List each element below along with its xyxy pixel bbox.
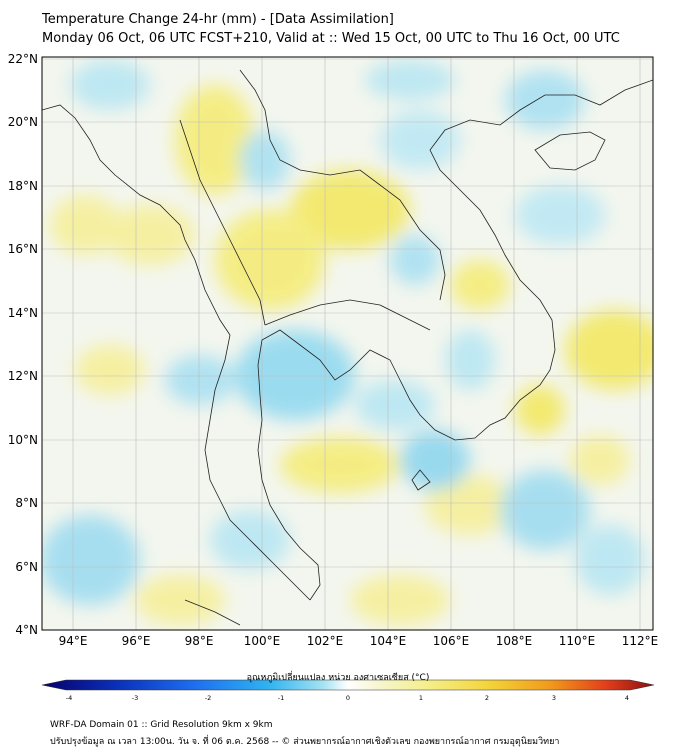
lat-label-8: 8°N xyxy=(15,496,38,510)
footer-credit: ปรับปรุงข้อมูล ณ เวลา 13:00น. วัน จ. ที่… xyxy=(50,737,560,747)
chart-title: Temperature Change 24-hr (mm) - [Data As… xyxy=(42,12,394,27)
lat-label-10: 10°N xyxy=(7,433,38,447)
graticule xyxy=(42,57,653,630)
lon-label-104: 104°E xyxy=(369,634,407,648)
colorbar-tick: 2 xyxy=(484,694,490,702)
lon-label-96: 96°E xyxy=(121,634,151,648)
lon-label-100: 100°E xyxy=(243,634,281,648)
colorbar xyxy=(41,679,655,691)
lat-label-4: 4°N xyxy=(15,623,38,637)
colorbar-tick: -4 xyxy=(65,694,73,702)
chart-subtitle: Monday 06 Oct, 06 UTC FCST+210, Valid at… xyxy=(42,31,620,46)
lon-label-94: 94°E xyxy=(58,634,88,648)
lon-label-112: 112°E xyxy=(621,634,659,648)
lon-label-110: 110°E xyxy=(558,634,596,648)
colorbar-title: อุณหภูมิเปลี่ยนแปลง หน่วย องศาเซลเซียส (… xyxy=(246,673,430,683)
colorbar-tick: 4 xyxy=(624,694,630,702)
temperature-field xyxy=(42,57,653,630)
coastlines xyxy=(42,69,653,626)
colorbar-tick: -2 xyxy=(204,694,212,702)
lon-label-102: 102°E xyxy=(306,634,344,648)
lat-label-22: 22°N xyxy=(7,52,38,66)
lat-label-14: 14°N xyxy=(7,306,38,320)
footer-resolution: WRF-DA Domain 01 :: Grid Resolution 9km … xyxy=(50,720,273,730)
map-frame xyxy=(41,56,654,631)
lat-label-16: 16°N xyxy=(7,242,38,256)
lon-label-98: 98°E xyxy=(184,634,214,648)
colorbar-tick: -3 xyxy=(131,694,139,702)
colorbar-tick: -1 xyxy=(277,694,285,702)
lon-label-108: 108°E xyxy=(495,634,533,648)
colorbar-tick: 1 xyxy=(418,694,424,702)
colorbar-tick: 0 xyxy=(345,694,351,702)
lat-label-18: 18°N xyxy=(7,179,38,193)
lon-label-106: 106°E xyxy=(432,634,470,648)
lat-label-12: 12°N xyxy=(7,369,38,383)
lat-label-6: 6°N xyxy=(15,560,38,574)
colorbar-tick: 3 xyxy=(551,694,557,702)
lat-label-20: 20°N xyxy=(7,115,38,129)
colorbar-bar xyxy=(41,679,655,691)
